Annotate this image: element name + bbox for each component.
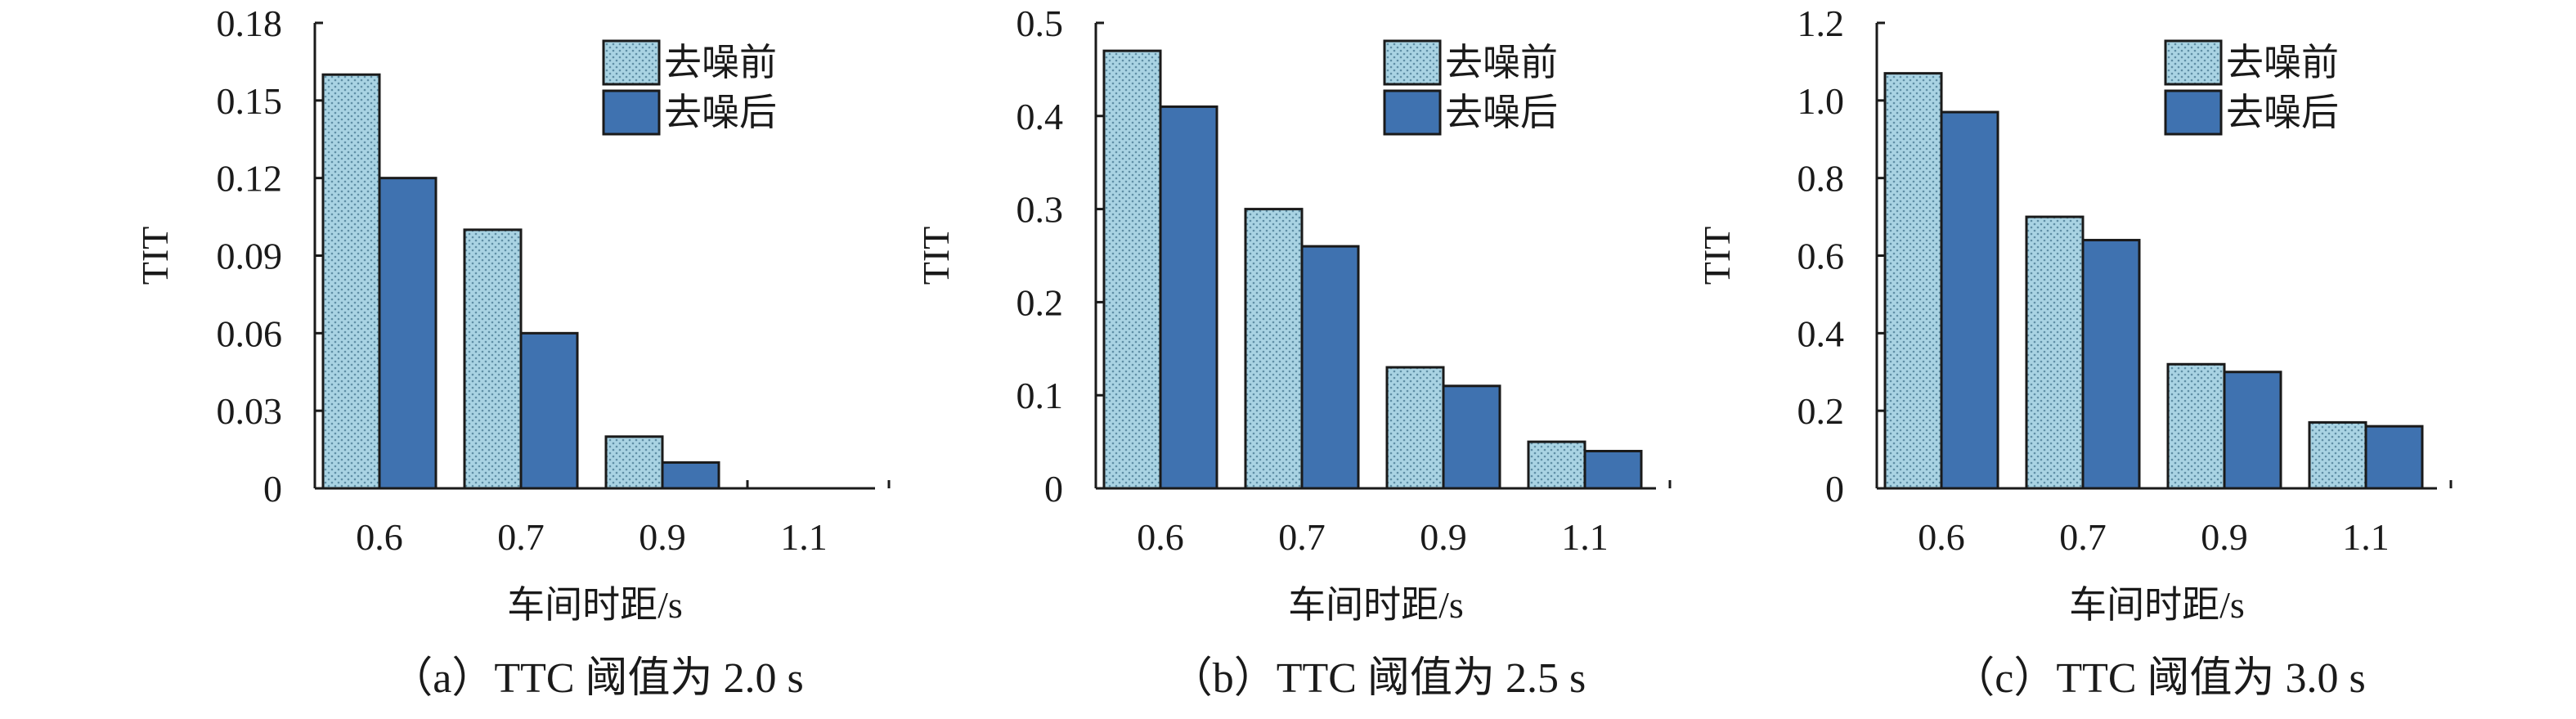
- bar-after-0.6: [1159, 105, 1218, 490]
- bar-after-0.6: [1940, 110, 1999, 490]
- x-tick-label: 0.7: [1278, 516, 1326, 558]
- x-tick-label: 0.7: [497, 516, 545, 558]
- legend-label: 去噪前: [664, 42, 777, 83]
- chart-panel-a: 0 0.03 0.06 0.09 0.12 0.15 0.18 0.6 0.7 0.9 1.1 车间时…: [134, 2, 891, 702]
- y-tick-label: 0.3: [1016, 189, 1064, 231]
- bar-after-0.7: [519, 331, 579, 490]
- bar-before-0.6: [1883, 72, 1943, 490]
- y-tick-label: 0.06: [217, 312, 283, 354]
- y-axis-title: TIT: [915, 227, 957, 285]
- legend-label: 去噪后: [2226, 92, 2339, 133]
- legend-label: 去噪前: [1445, 42, 1558, 83]
- x-axis-title: 车间时距/s: [507, 584, 683, 626]
- y-tick-label: 0.12: [217, 158, 283, 200]
- legend-label: 去噪后: [1445, 92, 1558, 133]
- bar-after-0.9: [661, 461, 720, 490]
- bar-before-0.7: [1244, 208, 1304, 490]
- bar-before-0.9: [1385, 366, 1445, 490]
- y-axis-title: TIT: [1696, 227, 1738, 285]
- bar-after-0.6: [378, 177, 438, 490]
- y-tick-label: 0: [263, 468, 282, 510]
- bar-after-1.1: [1583, 449, 1643, 490]
- bar-before-1.1: [2308, 420, 2367, 490]
- y-tick-label: 0: [1825, 468, 1844, 510]
- y-tick-label: 0.6: [1797, 236, 1845, 277]
- y-tick-label: 1.0: [1797, 80, 1845, 122]
- bar-after-0.9: [1442, 384, 1501, 490]
- legend-swatch-after: [2164, 89, 2223, 136]
- bar-before-0.9: [2166, 362, 2226, 490]
- x-axis-title: 车间时距/s: [2069, 584, 2245, 626]
- x-tick-label: 0.9: [2201, 516, 2248, 558]
- legend-swatch-before: [1383, 39, 1442, 86]
- y-tick-label: 0.03: [217, 390, 283, 432]
- bar-before-0.7: [2025, 215, 2085, 490]
- y-tick-label: 0.2: [1016, 281, 1064, 323]
- x-tick-label: 0.9: [1420, 516, 1467, 558]
- legend-swatch-before: [602, 39, 661, 86]
- y-tick-label: 0.1: [1016, 375, 1064, 416]
- x-axis-title: 车间时距/s: [1288, 584, 1464, 626]
- bar-before-0.6: [1102, 49, 1162, 490]
- x-tick-label: 1.1: [1561, 516, 1609, 558]
- legend-label: 去噪前: [2226, 42, 2339, 83]
- legend-swatch-before: [2164, 39, 2223, 86]
- panel-caption: （a）TTC 阈值为 2.0 s: [390, 655, 804, 702]
- y-tick-label: 0.8: [1797, 158, 1845, 200]
- bar-before-1.1: [1527, 440, 1586, 490]
- x-tick-label: 1.1: [2342, 516, 2390, 558]
- bar-before-0.6: [321, 73, 381, 490]
- x-tick-label: 0.6: [1137, 516, 1184, 558]
- x-tick-label: 0.6: [356, 516, 403, 558]
- x-tick-label: 1.1: [780, 516, 828, 558]
- y-tick-label: 1.2: [1797, 2, 1845, 44]
- y-tick-label: 0.5: [1016, 2, 1064, 44]
- y-tick-label: 0: [1044, 468, 1063, 510]
- legend-label: 去噪后: [664, 92, 777, 133]
- bar-after-0.9: [2223, 371, 2282, 490]
- y-tick-label: 0.18: [217, 2, 283, 44]
- y-tick-label: 0.4: [1797, 312, 1845, 354]
- y-tick-label: 0.4: [1016, 96, 1064, 137]
- panel-caption: （c）TTC 阈值为 3.0 s: [1952, 655, 2366, 702]
- x-tick-label: 0.9: [639, 516, 686, 558]
- bar-after-0.7: [2081, 239, 2141, 490]
- bar-after-0.7: [1300, 245, 1360, 490]
- y-axis-title: TIT: [134, 227, 176, 285]
- legend-swatch-after: [1383, 89, 1442, 136]
- bar-after-1.1: [2364, 425, 2424, 490]
- x-tick-label: 0.6: [1918, 516, 1965, 558]
- legend-swatch-after: [602, 89, 661, 136]
- chart-panel-c: 0 0.2 0.4 0.6 0.8 1.0 1.2 0.6 0.7 0.9 1.1 车间时距/s TIT…: [1696, 2, 2453, 702]
- y-tick-label: 0.2: [1797, 390, 1845, 432]
- chart-panel-b: 0 0.1 0.2 0.3 0.4 0.5 0.6 0.7 0.9 1.1 车间时距/s TIT 去噪前…: [915, 2, 1672, 702]
- panel-caption: （b）TTC 阈值为 2.5 s: [1170, 655, 1586, 702]
- x-tick-label: 0.7: [2059, 516, 2107, 558]
- y-tick-label: 0.09: [217, 236, 283, 277]
- bar-before-0.9: [604, 435, 664, 490]
- y-tick-label: 0.15: [217, 80, 283, 122]
- bar-before-0.7: [463, 228, 523, 490]
